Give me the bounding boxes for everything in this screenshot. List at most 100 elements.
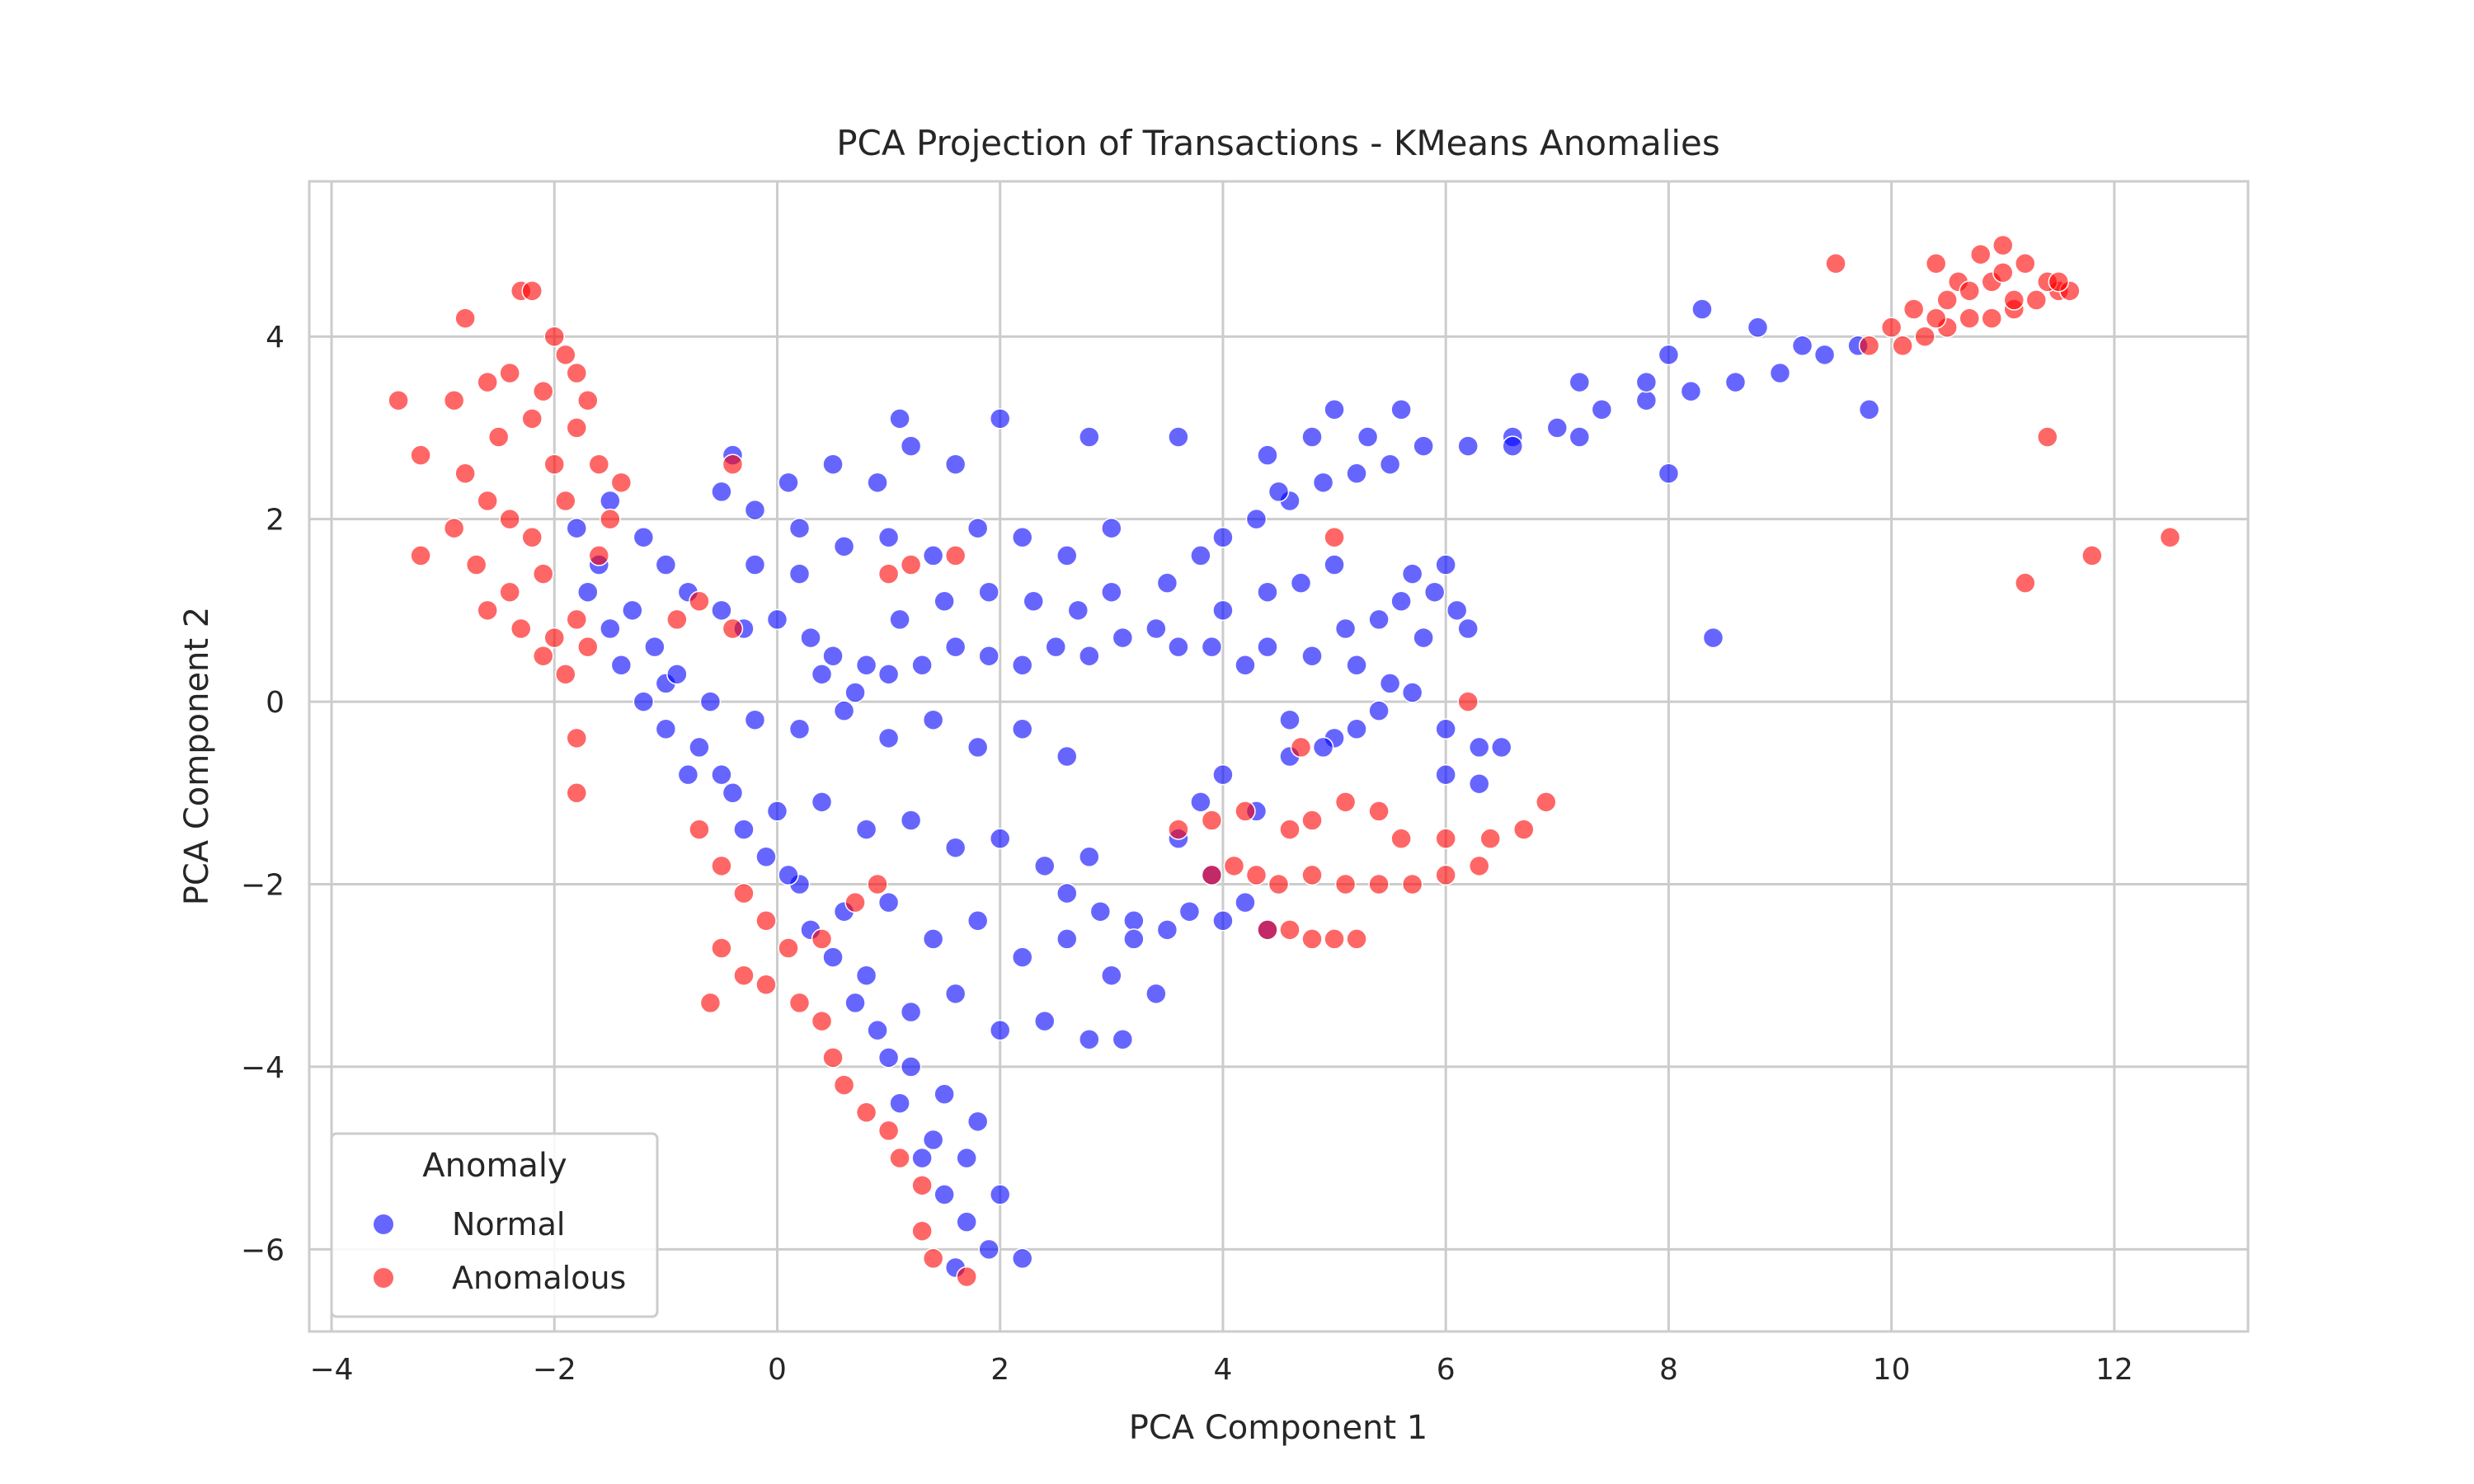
data-point <box>711 855 732 877</box>
data-point <box>877 527 900 548</box>
data-point <box>922 1129 944 1151</box>
data-point <box>666 608 688 631</box>
data-point <box>1257 444 1278 466</box>
data-point <box>889 1092 910 1114</box>
data-point <box>1724 371 1747 393</box>
data-point <box>689 590 710 613</box>
data-point <box>844 992 866 1014</box>
data-point <box>1468 773 1490 795</box>
data-point <box>811 928 833 950</box>
data-point <box>956 1211 977 1233</box>
data-point <box>1513 819 1535 840</box>
data-point <box>1056 882 1078 904</box>
data-point <box>1858 399 1880 420</box>
data-point <box>967 1111 989 1133</box>
data-point <box>1212 763 1234 786</box>
data-point <box>934 1184 955 1205</box>
data-point <box>532 645 554 667</box>
data-point <box>1190 545 1211 566</box>
data-point <box>655 554 677 575</box>
data-point <box>1079 846 1100 868</box>
data-point <box>944 983 967 1005</box>
data-point <box>844 891 866 913</box>
data-point <box>1067 599 1089 622</box>
data-point <box>1423 581 1446 603</box>
data-point <box>543 453 566 475</box>
data-point <box>1702 627 1724 649</box>
data-point <box>1390 590 1412 613</box>
data-point <box>867 1019 888 1041</box>
data-point <box>1301 426 1323 448</box>
data-point <box>1334 873 1357 895</box>
data-point <box>867 873 888 895</box>
y-tick-label: 2 <box>266 504 285 538</box>
data-point <box>521 527 543 548</box>
data-point <box>855 965 877 986</box>
data-point <box>1079 426 1100 448</box>
plot-frame <box>308 180 2250 1333</box>
data-point <box>822 946 844 968</box>
data-point <box>733 819 755 840</box>
data-point <box>2081 545 2103 566</box>
data-point <box>699 992 722 1014</box>
data-point <box>1123 928 1145 950</box>
data-point <box>566 608 588 631</box>
data-point <box>711 599 732 622</box>
data-point <box>944 837 967 858</box>
data-point <box>1235 801 1256 822</box>
data-point <box>811 664 833 685</box>
data-point <box>922 709 944 730</box>
data-point <box>600 490 621 512</box>
data-point <box>1212 599 1234 622</box>
x-tick-label: −2 <box>533 1353 576 1387</box>
data-point <box>766 801 788 822</box>
data-point <box>689 819 710 840</box>
data-point <box>956 1147 977 1169</box>
data-point <box>1089 900 1112 923</box>
data-point <box>744 554 766 575</box>
data-point <box>566 417 588 439</box>
data-point <box>978 581 999 603</box>
data-point <box>1457 691 1479 712</box>
data-point <box>1457 435 1479 457</box>
data-point <box>600 508 621 530</box>
data-point <box>577 389 599 411</box>
data-point <box>778 472 799 494</box>
x-tick-label: 8 <box>1659 1353 1678 1387</box>
data-point <box>1223 855 1245 877</box>
data-point <box>1268 481 1290 503</box>
data-point <box>1290 572 1312 594</box>
data-point <box>934 590 955 613</box>
data-point <box>1257 919 1278 941</box>
data-point <box>1435 718 1456 740</box>
data-point <box>1691 298 1713 320</box>
y-tick-labels: −6 −4 −2 0 2 4 <box>241 321 285 1267</box>
data-point <box>788 992 811 1014</box>
data-point <box>1925 308 1947 329</box>
data-point <box>1479 828 1501 849</box>
data-point <box>956 1266 977 1288</box>
data-point <box>722 618 744 640</box>
data-point <box>1023 590 1044 613</box>
data-point <box>1546 417 1569 439</box>
data-point <box>1212 910 1234 932</box>
data-point <box>1813 344 1836 366</box>
data-point <box>443 517 465 539</box>
data-point <box>944 636 967 658</box>
grid <box>309 181 2248 1331</box>
data-point <box>1079 645 1100 667</box>
data-point <box>1290 736 1312 758</box>
data-point <box>1536 791 1557 813</box>
data-point <box>521 280 543 302</box>
data-point <box>1401 873 1423 895</box>
data-point <box>1379 453 1401 475</box>
data-point <box>967 910 989 932</box>
data-point <box>1011 718 1033 740</box>
data-point <box>1635 389 1658 411</box>
data-point <box>477 371 498 393</box>
data-point <box>1324 399 1345 420</box>
data-point <box>1101 517 1122 539</box>
data-point <box>867 472 888 494</box>
data-point <box>722 782 744 804</box>
